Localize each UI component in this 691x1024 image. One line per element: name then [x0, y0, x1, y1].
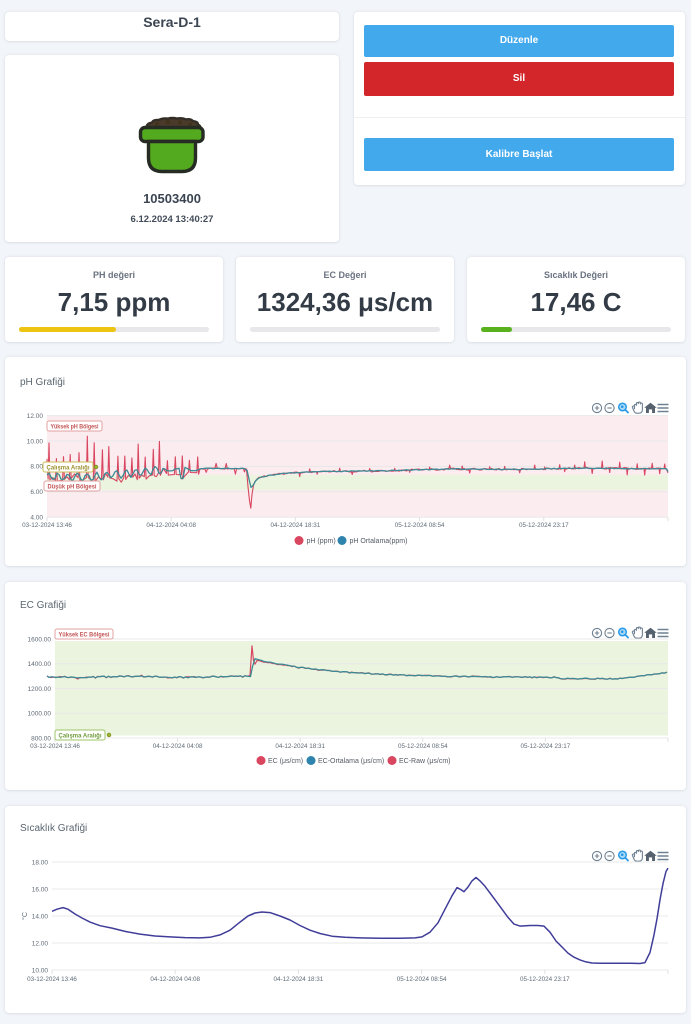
svg-text:Çalışma Aralığı: Çalışma Aralığı	[47, 466, 90, 472]
svg-text:pH Grafiği: pH Grafiği	[20, 377, 65, 388]
svg-text:EC-Raw (μs/cm): EC-Raw (μs/cm)	[399, 758, 450, 765]
svg-text:05-12-2024 23:17: 05-12-2024 23:17	[519, 522, 569, 529]
svg-text:16.00: 16.00	[32, 886, 49, 893]
svg-text:04-12-2024 04:08: 04-12-2024 04:08	[146, 522, 196, 529]
svg-text:pH Ortalama(ppm): pH Ortalama(ppm)	[350, 538, 408, 545]
svg-text:05-12-2024 08:54: 05-12-2024 08:54	[398, 743, 448, 750]
svg-text:05-12-2024 08:54: 05-12-2024 08:54	[397, 976, 447, 983]
svg-text:Yüksek EC Bölgesi: Yüksek EC Bölgesi	[59, 633, 110, 639]
svg-text:800.00: 800.00	[31, 735, 51, 742]
svg-text:04-12-2024 18:31: 04-12-2024 18:31	[275, 743, 325, 750]
svg-text:EC (μs/cm): EC (μs/cm)	[268, 758, 303, 765]
svg-text:04-12-2024 04:08: 04-12-2024 04:08	[153, 743, 203, 750]
svg-text:EC Grafiği: EC Grafiği	[20, 600, 66, 611]
svg-text:05-12-2024 08:54: 05-12-2024 08:54	[395, 522, 445, 529]
svg-text:4.00: 4.00	[30, 515, 43, 522]
svg-text:1200.00: 1200.00	[28, 686, 52, 693]
svg-text:1000.00: 1000.00	[28, 711, 52, 718]
svg-text:pH (ppm): pH (ppm)	[307, 538, 336, 545]
svg-text:04-12-2024 04:08: 04-12-2024 04:08	[150, 976, 200, 983]
svg-text:1600.00: 1600.00	[28, 636, 52, 643]
svg-text:18.00: 18.00	[32, 859, 49, 866]
svg-text:12.00: 12.00	[32, 940, 49, 947]
svg-text:04-12-2024 18:31: 04-12-2024 18:31	[271, 522, 321, 529]
svg-text:12.00: 12.00	[27, 413, 44, 420]
svg-text:04-12-2024 18:31: 04-12-2024 18:31	[274, 976, 324, 983]
svg-text:6.00: 6.00	[30, 489, 43, 496]
svg-text:10.00: 10.00	[27, 438, 44, 445]
svg-text:Yüksek pH Bölgesi: Yüksek pH Bölgesi	[51, 425, 99, 431]
svg-text:EC-Ortalama (μs/cm): EC-Ortalama (μs/cm)	[318, 758, 384, 765]
svg-text:05-12-2024 23:17: 05-12-2024 23:17	[520, 976, 570, 983]
svg-text:Çalışma Aralığı: Çalışma Aralığı	[59, 734, 102, 740]
svg-text:Sıcaklık Grafiği: Sıcaklık Grafiği	[20, 823, 87, 834]
svg-text:10.00: 10.00	[32, 967, 49, 974]
svg-text:1400.00: 1400.00	[28, 661, 52, 668]
svg-text:03-12-2024 13:46: 03-12-2024 13:46	[22, 522, 72, 529]
svg-text:14.00: 14.00	[32, 913, 49, 920]
svg-text:03-12-2024 13:46: 03-12-2024 13:46	[27, 976, 77, 983]
svg-text:03-12-2024 13:46: 03-12-2024 13:46	[30, 743, 80, 750]
svg-text:05-12-2024 23:17: 05-12-2024 23:17	[521, 743, 571, 750]
svg-text:Düşük pH Bölgesi: Düşük pH Bölgesi	[48, 485, 97, 491]
svg-text:°C: °C	[21, 912, 29, 920]
svg-text:8.00: 8.00	[30, 464, 43, 471]
